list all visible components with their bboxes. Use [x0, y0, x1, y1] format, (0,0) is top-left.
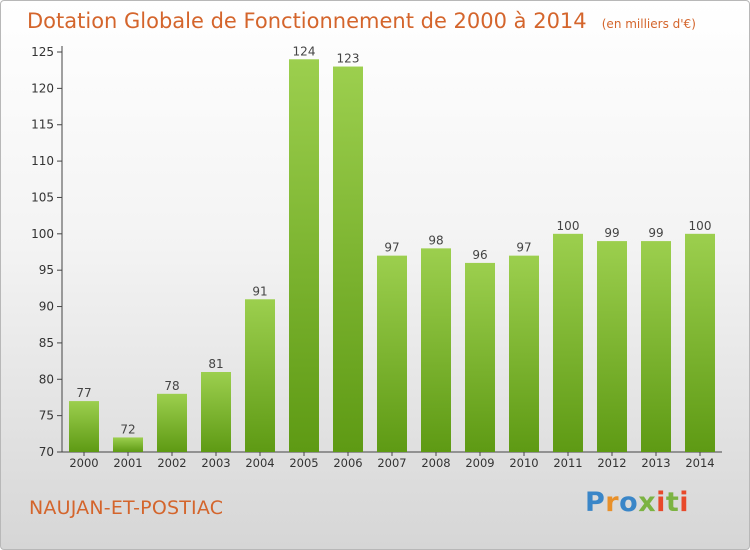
y-tick-label: 75 [39, 409, 54, 423]
bar-2006 [333, 66, 363, 452]
y-tick-label: 85 [39, 336, 54, 350]
bar-2012 [597, 241, 627, 452]
y-tick-label: 110 [31, 154, 54, 168]
chart-title: Dotation Globale de Fonctionnement de 20… [27, 9, 587, 33]
commune-name: NAUJAN-ET-POSTIAC [29, 497, 224, 519]
x-tick-label: 2000 [69, 456, 98, 470]
bar-2000 [69, 401, 99, 452]
bar-2008 [421, 248, 451, 452]
bar-2007 [377, 255, 407, 452]
data-label-2005: 124 [293, 44, 316, 58]
proxiti-logo[interactable]: Proxiti [585, 487, 690, 518]
bar-2002 [157, 393, 187, 452]
x-tick-label: 2014 [685, 456, 714, 470]
x-tick-label: 2005 [289, 456, 318, 470]
chart-unit: (en milliers d'€) [601, 17, 696, 31]
x-tick-label: 2008 [421, 456, 450, 470]
title-row: Dotation Globale de Fonctionnement de 20… [27, 9, 696, 33]
y-tick-label: 105 [31, 190, 54, 204]
bar-2003 [201, 372, 231, 452]
x-tick-label: 2009 [465, 456, 494, 470]
bar-2001 [113, 437, 143, 452]
bar-2014 [685, 233, 715, 452]
data-label-2003: 81 [208, 357, 223, 371]
data-label-2011: 100 [557, 219, 580, 233]
data-label-2013: 99 [648, 226, 663, 240]
data-label-2002: 78 [164, 379, 179, 393]
x-tick-label: 2011 [553, 456, 582, 470]
bar-2011 [553, 233, 583, 452]
y-tick-label: 95 [39, 263, 54, 277]
y-tick-label: 125 [31, 45, 54, 59]
x-tick-label: 2012 [597, 456, 626, 470]
data-label-2014: 100 [689, 219, 712, 233]
data-label-2000: 77 [76, 386, 91, 400]
data-label-2009: 96 [472, 248, 487, 262]
data-label-2010: 97 [516, 241, 531, 255]
bar-2013 [641, 241, 671, 452]
x-tick-label: 2010 [509, 456, 538, 470]
bar-2005 [289, 59, 319, 452]
data-label-2004: 91 [252, 284, 267, 298]
data-label-2007: 97 [384, 241, 399, 255]
y-tick-label: 80 [39, 372, 54, 386]
y-tick-label: 100 [31, 227, 54, 241]
x-tick-label: 2004 [245, 456, 274, 470]
bar-2010 [509, 255, 539, 452]
bar-2009 [465, 262, 495, 452]
data-label-2001: 72 [120, 422, 135, 436]
x-tick-label: 2013 [641, 456, 670, 470]
x-tick-label: 2003 [201, 456, 230, 470]
data-label-2006: 123 [337, 52, 360, 66]
x-tick-label: 2007 [377, 456, 406, 470]
x-tick-label: 2001 [113, 456, 142, 470]
y-tick-label: 70 [39, 445, 54, 459]
x-tick-label: 2006 [333, 456, 362, 470]
data-label-2008: 98 [428, 233, 443, 247]
bar-2004 [245, 299, 275, 452]
data-label-2012: 99 [604, 226, 619, 240]
x-tick-label: 2002 [157, 456, 186, 470]
y-tick-label: 120 [31, 81, 54, 95]
y-tick-label: 115 [31, 118, 54, 132]
y-tick-label: 90 [39, 300, 54, 314]
